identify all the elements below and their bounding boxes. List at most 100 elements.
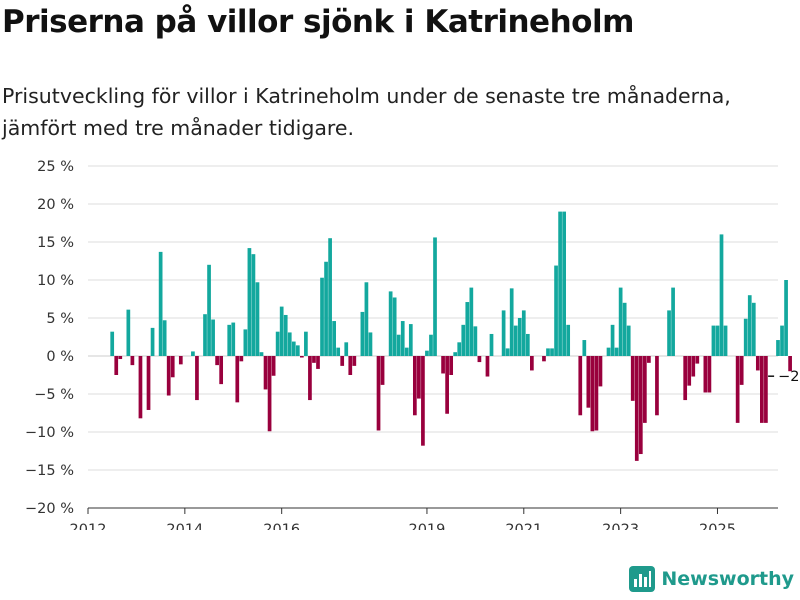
bar (739, 356, 744, 385)
bar (275, 331, 280, 356)
x-tick-label: 2012 (70, 522, 107, 530)
bar (239, 356, 244, 362)
x-tick-label: 2023 (602, 522, 639, 530)
bar (606, 347, 611, 356)
bar (558, 211, 562, 356)
bar (304, 331, 308, 356)
bar (780, 325, 784, 356)
bar (376, 356, 381, 431)
bar (542, 356, 546, 362)
bar (203, 314, 207, 356)
y-axis-labels: −20 % −15 % −10 % −5 % 0 % 5 % 10 % 15 % 20 % 25 … (25, 159, 74, 517)
bar (283, 314, 288, 356)
bar (251, 254, 256, 356)
bar (513, 325, 518, 356)
bar (170, 356, 175, 378)
bar (433, 237, 437, 356)
bar (473, 326, 478, 356)
bar (295, 345, 300, 356)
bar (695, 356, 700, 364)
bar (231, 322, 236, 356)
bar (509, 288, 514, 356)
bar (320, 277, 324, 356)
bar (566, 324, 571, 356)
bar (368, 332, 373, 356)
bar (316, 356, 320, 369)
y-tick-label: −20 % (25, 501, 74, 517)
bar (562, 211, 566, 356)
bar (667, 310, 671, 356)
chart-subtitle: Prisutveckling för villor i Katrineholm … (2, 84, 731, 140)
bar (622, 302, 627, 356)
bar (263, 356, 268, 390)
bar (191, 351, 195, 356)
bar (429, 334, 433, 356)
bar (671, 287, 675, 356)
bar (788, 356, 792, 372)
bar (392, 297, 397, 356)
bar (707, 356, 712, 393)
bar (396, 334, 401, 356)
bar (784, 280, 788, 356)
bar (328, 238, 332, 356)
bar (715, 325, 720, 356)
bar (300, 356, 304, 358)
bar (138, 356, 143, 419)
x-tick-label: 2014 (166, 522, 203, 530)
bar (755, 356, 760, 371)
bar (634, 356, 639, 461)
bar (578, 356, 583, 416)
bar (594, 356, 599, 431)
y-tick-label: 5 % (46, 311, 74, 327)
bar (207, 264, 211, 356)
bar (211, 319, 215, 356)
bar (308, 356, 312, 401)
bar (598, 356, 603, 387)
y-tick-label: 15 % (37, 235, 74, 251)
bar (747, 295, 752, 356)
bar (764, 356, 768, 423)
bar (360, 311, 365, 356)
bar (336, 347, 341, 356)
chart-title: Priserna på villor sjönk i Katrineholm (2, 4, 634, 40)
bar (352, 356, 357, 366)
bar-chart: −20 % −15 % −10 % −5 % 0 % 5 % 10 % 15 % 20 % 25 … (25, 159, 800, 530)
bar (614, 347, 619, 356)
bar (457, 342, 462, 356)
bar (610, 324, 615, 356)
bar (485, 356, 490, 377)
bar (453, 352, 458, 356)
bar (243, 329, 248, 356)
grid-lines (88, 165, 778, 509)
bar (259, 352, 264, 356)
bar (340, 356, 345, 366)
bar (162, 320, 167, 356)
bar (719, 234, 724, 356)
bar (477, 356, 482, 363)
y-tick-label: 0 % (46, 349, 74, 365)
bar (425, 350, 429, 356)
bar (235, 356, 240, 403)
x-tick-label: 2021 (505, 522, 542, 530)
bar (344, 342, 349, 356)
bar (586, 356, 591, 408)
bar (178, 356, 183, 365)
bar (348, 356, 353, 375)
x-axis-labels: 2012 2014 2016 2019 2021 2023 2025 (70, 522, 736, 530)
bars (110, 211, 792, 461)
bar (445, 356, 449, 414)
bar (332, 321, 336, 356)
bar (255, 282, 260, 356)
bar (638, 356, 643, 455)
y-tick-label: −5 % (34, 387, 74, 403)
bar (521, 310, 526, 356)
bar (546, 348, 550, 356)
bar (195, 356, 199, 401)
bar (626, 325, 631, 356)
brand-name: Newsworthy (661, 568, 794, 590)
x-tick-label: 2016 (263, 522, 300, 530)
bar (324, 261, 328, 356)
axes (87, 507, 778, 514)
bar (380, 356, 385, 385)
y-tick-label: 10 % (37, 273, 74, 289)
